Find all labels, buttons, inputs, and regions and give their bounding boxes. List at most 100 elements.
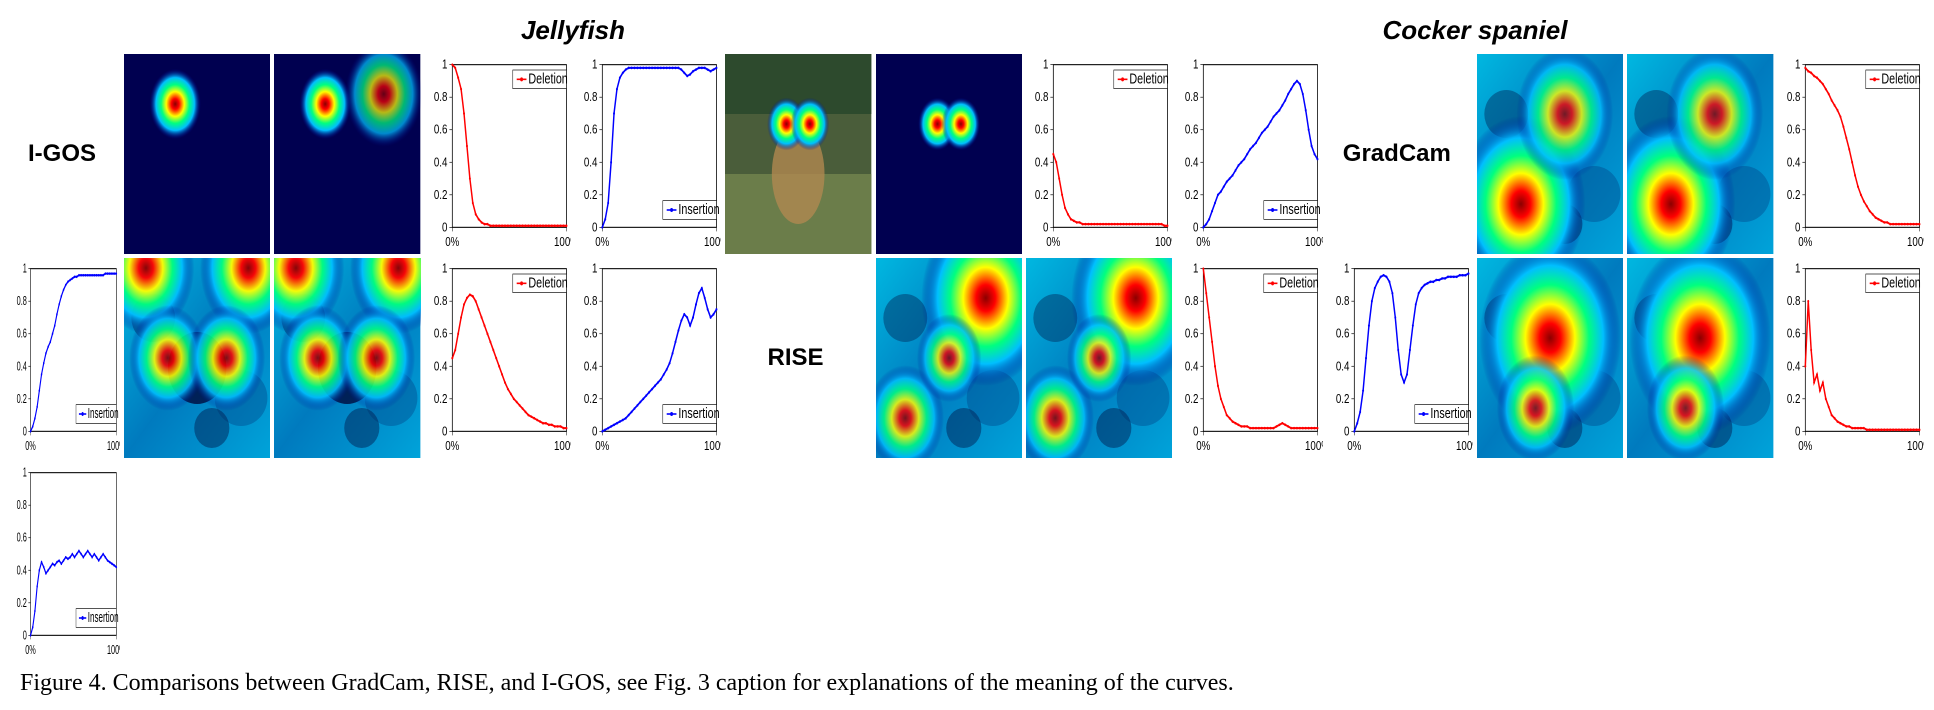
deletion-chart-jellyfish-rise: 0 0.2 0.4 0.6 0.8 1 0% 100% Deletion (1176, 258, 1322, 458)
svg-text:100%: 100% (554, 235, 571, 250)
figure-grid: Jellyfish Cocker spaniel I-GOS (10, 10, 1924, 662)
svg-text:0.8: 0.8 (584, 90, 598, 105)
svg-text:0.8: 0.8 (17, 498, 27, 513)
row-label-gradcam: GradCam (1327, 140, 1473, 168)
insertion-chart-jellyfish-gradcam: 0 0.2 0.4 0.6 0.8 1 0% 100% Insertion (10, 258, 120, 458)
svg-text:1: 1 (1193, 261, 1198, 276)
svg-text:100%: 100% (704, 439, 721, 454)
svg-text:0%: 0% (1046, 235, 1060, 250)
svg-text:0%: 0% (25, 643, 36, 658)
svg-text:0: 0 (1193, 220, 1199, 235)
svg-text:0.4: 0.4 (584, 359, 598, 374)
svg-text:0.4: 0.4 (17, 359, 27, 374)
svg-text:0.4: 0.4 (1787, 155, 1801, 170)
svg-text:0%: 0% (445, 235, 459, 250)
svg-text:0.4: 0.4 (1035, 155, 1049, 170)
svg-text:0.6: 0.6 (584, 122, 598, 137)
heatmap-overlay-cocker-rise (1477, 258, 1623, 458)
svg-text:0.2: 0.2 (1787, 391, 1801, 406)
svg-text:0.6: 0.6 (1035, 122, 1049, 137)
svg-text:0: 0 (442, 424, 448, 439)
svg-text:Insertion: Insertion (88, 608, 119, 625)
heatmap-map-cocker-igos (876, 54, 1022, 254)
insertion-chart-cocker-igos: 0 0.2 0.4 0.6 0.8 1 0% 100% Insertion (1176, 54, 1322, 254)
svg-text:1: 1 (23, 262, 27, 277)
svg-text:100%: 100% (1907, 439, 1924, 454)
svg-text:0.2: 0.2 (17, 596, 27, 611)
svg-text:1: 1 (1043, 57, 1048, 72)
deletion-chart-jellyfish-gradcam: 0 0.2 0.4 0.6 0.8 1 0% 100% Deletion (1778, 54, 1924, 254)
svg-text:0.2: 0.2 (584, 187, 598, 202)
heatmap-map-jellyfish-igos (274, 54, 420, 254)
svg-text:0: 0 (592, 220, 598, 235)
svg-text:Deletion: Deletion (1280, 274, 1319, 291)
svg-text:0.6: 0.6 (434, 122, 448, 137)
svg-text:0.4: 0.4 (17, 563, 27, 578)
svg-text:0.8: 0.8 (1787, 294, 1801, 309)
svg-text:100%: 100% (554, 439, 571, 454)
heatmap-overlay-jellyfish-rise (876, 258, 1022, 458)
svg-text:1: 1 (1795, 57, 1800, 72)
svg-text:0.4: 0.4 (1185, 359, 1199, 374)
svg-text:0.8: 0.8 (1185, 90, 1199, 105)
svg-text:0.4: 0.4 (1787, 359, 1801, 374)
svg-text:Insertion: Insertion (88, 404, 119, 421)
figure-4: Jellyfish Cocker spaniel I-GOS (10, 10, 1924, 697)
svg-text:0%: 0% (595, 439, 609, 454)
svg-text:1: 1 (1344, 261, 1349, 276)
insertion-chart-cocker-gradcam: 0 0.2 0.4 0.6 0.8 1 0% 100% Insertion (575, 258, 721, 458)
svg-text:Insertion: Insertion (678, 200, 719, 217)
heatmap-overlay-jellyfish-igos (124, 54, 270, 254)
svg-text:Deletion: Deletion (528, 274, 567, 291)
svg-text:0.4: 0.4 (434, 359, 448, 374)
svg-text:0.2: 0.2 (1035, 187, 1049, 202)
svg-text:Deletion: Deletion (1129, 70, 1168, 87)
svg-text:0.6: 0.6 (434, 326, 448, 341)
svg-text:0.6: 0.6 (1336, 326, 1350, 341)
column-title-left: Jellyfish (124, 15, 1022, 46)
deletion-chart-cocker-rise: 0 0.2 0.4 0.6 0.8 1 0% 100% Deletion (1778, 258, 1924, 458)
svg-text:0: 0 (1193, 424, 1199, 439)
svg-text:0.2: 0.2 (434, 187, 448, 202)
svg-text:100%: 100% (1155, 235, 1172, 250)
svg-text:0.8: 0.8 (1787, 90, 1801, 105)
insertion-chart-cocker-rise: 0 0.2 0.4 0.6 0.8 1 0% 100% Insertion (10, 462, 120, 662)
svg-text:100%: 100% (107, 439, 120, 454)
svg-text:Insertion: Insertion (1280, 200, 1321, 217)
svg-text:0.4: 0.4 (1185, 155, 1199, 170)
figure-caption: Figure 4. Comparisons between GradCam, R… (10, 670, 1924, 697)
svg-text:0: 0 (1795, 424, 1801, 439)
svg-text:0.6: 0.6 (1185, 326, 1199, 341)
svg-text:0.8: 0.8 (17, 294, 27, 309)
svg-text:100%: 100% (1456, 439, 1473, 454)
svg-text:0%: 0% (1197, 439, 1211, 454)
svg-text:0.6: 0.6 (1185, 122, 1199, 137)
svg-text:0.8: 0.8 (434, 294, 448, 309)
svg-text:0: 0 (442, 220, 448, 235)
svg-text:100%: 100% (1305, 235, 1322, 250)
svg-text:0.4: 0.4 (434, 155, 448, 170)
svg-text:1: 1 (442, 57, 447, 72)
insertion-chart-jellyfish-igos: 0 0.2 0.4 0.6 0.8 1 0% 100% Insertion (575, 54, 721, 254)
svg-text:0.8: 0.8 (1336, 294, 1350, 309)
row-label-igos: I-GOS (10, 140, 120, 168)
svg-text:100%: 100% (107, 643, 120, 658)
deletion-chart-jellyfish-igos: 0 0.2 0.4 0.6 0.8 1 0% 100% Deletion (425, 54, 571, 254)
svg-text:0.2: 0.2 (434, 391, 448, 406)
svg-text:0: 0 (1344, 424, 1350, 439)
svg-text:0.2: 0.2 (1185, 391, 1199, 406)
svg-text:Insertion: Insertion (678, 404, 719, 421)
svg-text:0.4: 0.4 (1336, 359, 1350, 374)
svg-text:100%: 100% (1907, 235, 1924, 250)
svg-text:0%: 0% (1798, 439, 1812, 454)
svg-text:0.2: 0.2 (17, 392, 27, 407)
svg-text:1: 1 (592, 261, 597, 276)
svg-text:0.2: 0.2 (1336, 391, 1350, 406)
svg-text:0.2: 0.2 (1787, 187, 1801, 202)
svg-text:0.2: 0.2 (1185, 187, 1199, 202)
heatmap-overlay-cocker-igos (725, 54, 871, 254)
svg-text:100%: 100% (1305, 439, 1322, 454)
svg-text:0%: 0% (1197, 235, 1211, 250)
svg-text:0.6: 0.6 (1787, 122, 1801, 137)
svg-text:0.6: 0.6 (17, 531, 27, 546)
